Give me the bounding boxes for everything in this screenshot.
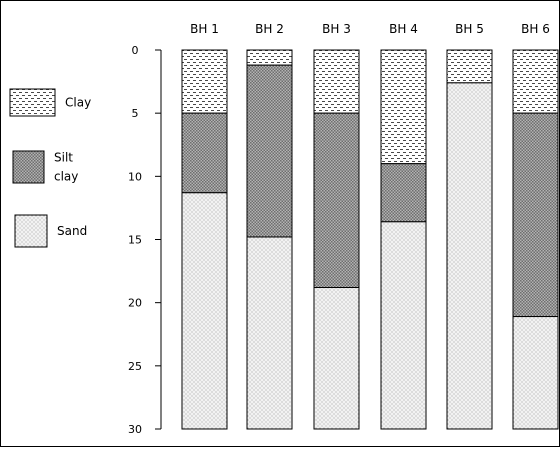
- legend-swatch: [14, 214, 48, 248]
- depth-tick-label: 15: [128, 234, 142, 247]
- legend-item-clay: Clay: [9, 88, 91, 117]
- soil-layer-silt-clay: [512, 112, 559, 318]
- soil-layer-sand: [181, 192, 228, 430]
- soil-layer-sand: [246, 236, 293, 430]
- soil-layer-sand: [446, 82, 493, 430]
- soil-layer-sand: [313, 287, 360, 430]
- borehole-2: BH 2: [246, 22, 293, 430]
- soil-layer-clay: [380, 49, 427, 165]
- soil-layer-silt-clay: [246, 64, 293, 238]
- borehole-5: BH 5: [446, 22, 493, 430]
- depth-tick-label: 5: [132, 107, 139, 120]
- soil-layer-clay: [512, 49, 559, 114]
- depth-axis: 0 5 10 15 20 25 30: [128, 44, 162, 436]
- borehole-4: BH 4: [380, 22, 427, 430]
- legend-item-sand: Sand: [14, 214, 87, 248]
- depth-tick-label: 10: [128, 170, 142, 183]
- legend-item-silt-clay: Silt clay: [12, 150, 78, 184]
- legend-swatch: [9, 88, 56, 117]
- soil-layer-sand: [512, 316, 559, 430]
- soil-layer-clay: [446, 49, 493, 84]
- soil-layer-silt-clay: [181, 112, 228, 194]
- legend-swatch: [12, 150, 45, 184]
- soil-layer-sand: [380, 221, 427, 430]
- borehole-label: BH 6: [521, 22, 550, 36]
- borehole-1: BH 1: [181, 22, 228, 430]
- depth-tick-label: 30: [128, 423, 142, 436]
- legend: Clay Silt clay Sand: [9, 88, 91, 248]
- depth-tick-label: 20: [128, 297, 142, 310]
- borehole-label: BH 4: [389, 22, 418, 36]
- borehole-label: BH 5: [455, 22, 484, 36]
- borehole-3: BH 3: [313, 22, 360, 430]
- borehole-label: BH 2: [255, 22, 284, 36]
- soil-layer-clay: [246, 49, 293, 66]
- borehole-6: BH 6: [512, 22, 559, 430]
- depth-tick-label: 25: [128, 360, 142, 373]
- legend-label: Clay: [65, 96, 91, 110]
- soil-layer-clay: [181, 49, 228, 114]
- legend-label: Sand: [57, 224, 87, 238]
- borehole-columns: BH 1 BH 2 BH 3 BH 4 BH 5 BH 6: [181, 22, 559, 430]
- soil-layer-silt-clay: [380, 163, 427, 223]
- legend-label: Silt clay: [54, 151, 78, 184]
- borehole-label: BH 3: [322, 22, 351, 36]
- depth-tick-label: 0: [132, 44, 139, 57]
- soil-layer-silt-clay: [313, 112, 360, 289]
- borehole-label: BH 1: [190, 22, 219, 36]
- soil-layer-clay: [313, 49, 360, 114]
